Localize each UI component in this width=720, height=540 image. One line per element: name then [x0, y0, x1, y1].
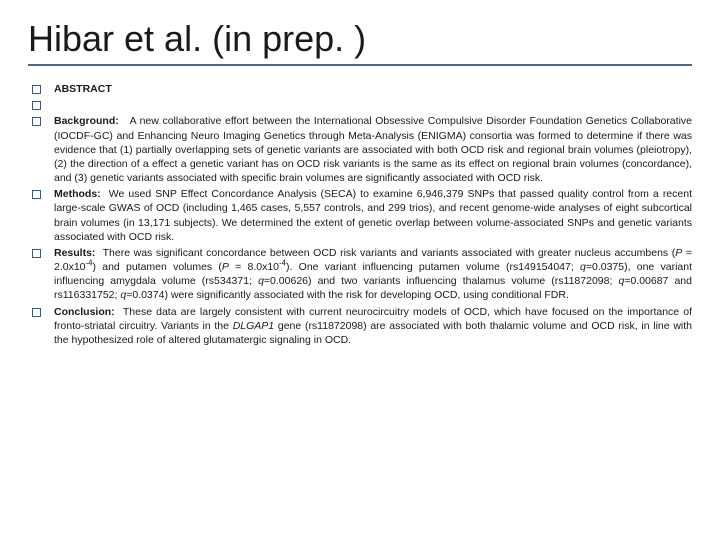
bullet-icon	[32, 98, 54, 110]
background-label: Background:	[54, 115, 119, 127]
bullet-icon	[32, 82, 54, 94]
bullet-row-abstract: ABSTRACT	[32, 82, 692, 96]
conclusion-label: Conclusion:	[54, 306, 115, 318]
bullet-row-conclusion: Conclusion: These data are largely consi…	[32, 305, 692, 348]
bullet-icon	[32, 246, 54, 258]
background-text: Background: A new collaborative effort b…	[54, 114, 692, 185]
bullet-row-empty	[32, 98, 692, 112]
results-label: Results:	[54, 247, 95, 259]
empty-text	[54, 98, 692, 112]
slide-content: ABSTRACT Background: A new collaborative…	[28, 72, 692, 347]
methods-body: We used SNP Effect Concordance Analysis …	[54, 188, 692, 243]
slide-title: Hibar et al. (in prep. )	[28, 18, 692, 66]
bullet-icon	[32, 305, 54, 317]
conclusion-text: Conclusion: These data are largely consi…	[54, 305, 692, 348]
background-body: A new collaborative effort between the I…	[54, 115, 692, 184]
methods-text: Methods: We used SNP Effect Concordance …	[54, 187, 692, 244]
bullet-icon	[32, 187, 54, 199]
slide-container: Hibar et al. (in prep. ) ABSTRACT Backgr…	[0, 0, 720, 540]
results-text: Results: There was significant concordan…	[54, 246, 692, 303]
bullet-icon	[32, 114, 54, 126]
bullet-row-methods: Methods: We used SNP Effect Concordance …	[32, 187, 692, 244]
bullet-row-background: Background: A new collaborative effort b…	[32, 114, 692, 185]
methods-label: Methods:	[54, 188, 101, 200]
bullet-row-results: Results: There was significant concordan…	[32, 246, 692, 303]
abstract-label: ABSTRACT	[54, 82, 692, 96]
